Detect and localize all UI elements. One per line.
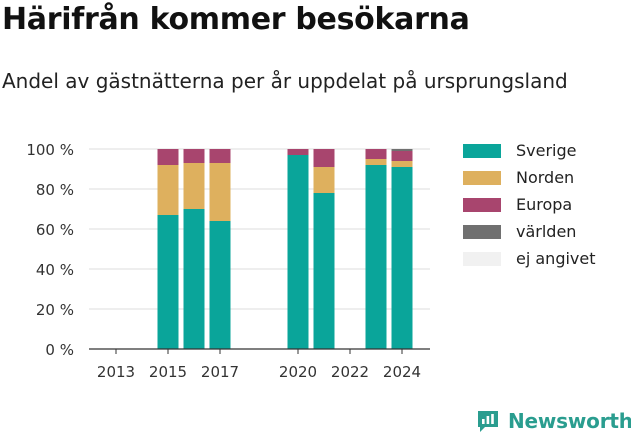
bar-Europa-2017 xyxy=(209,149,231,163)
bar-Europa-2023 xyxy=(365,149,387,159)
x-tick-label: 2013 xyxy=(97,363,135,381)
legend-swatch xyxy=(463,251,501,266)
bar-Europa-2021 xyxy=(313,149,335,167)
brand-name: Newsworthy xyxy=(508,409,631,433)
x-tick-label: 2024 xyxy=(383,363,421,381)
bar-Norden-2023 xyxy=(365,159,387,165)
y-tick-label: 20 % xyxy=(36,301,74,319)
legend-item: Norden xyxy=(463,164,596,191)
legend: Sverige Norden Europa världen ej angivet xyxy=(463,137,596,272)
bar-Norden-2017 xyxy=(209,163,231,221)
legend-item: världen xyxy=(463,218,596,245)
y-tick-label: 0 % xyxy=(45,341,74,359)
legend-swatch xyxy=(463,143,501,158)
bar-Europa-2024 xyxy=(391,151,413,161)
legend-label: Norden xyxy=(516,168,575,187)
legend-item: Sverige xyxy=(463,137,596,164)
bar-Sverige-2015 xyxy=(157,215,179,349)
axes: 0 % 20 % 40 % 60 % 80 % 100 % 2013 2015 2017 2020… xyxy=(26,141,430,381)
bar-Sverige-2020 xyxy=(287,155,309,349)
bar-världen-2024 xyxy=(391,149,413,151)
y-tick-label: 80 % xyxy=(36,181,74,199)
legend-swatch xyxy=(463,197,501,212)
bar-Norden-2021 xyxy=(313,167,335,193)
legend-swatch xyxy=(463,170,501,185)
y-tick-label: 100 % xyxy=(26,141,74,159)
bar-Europa-2015 xyxy=(157,149,179,165)
legend-label: Sverige xyxy=(516,141,577,160)
legend-item: ej angivet xyxy=(463,245,596,272)
legend-item: Europa xyxy=(463,191,596,218)
chart-subtitle: Andel av gästnätterna per år uppdelat på… xyxy=(2,69,568,93)
chart-title: Härifrån kommer besökarna xyxy=(2,2,470,37)
bars xyxy=(157,149,413,349)
bar-Norden-2024 xyxy=(391,161,413,167)
y-tick-label: 60 % xyxy=(36,221,74,239)
bar-Europa-2016 xyxy=(183,149,205,163)
x-tick-label: 2015 xyxy=(149,363,187,381)
bar-Sverige-2024 xyxy=(391,167,413,349)
bar-Sverige-2016 xyxy=(183,209,205,349)
legend-label: ej angivet xyxy=(516,249,596,268)
bar-Sverige-2023 xyxy=(365,165,387,349)
bar-Europa-2020 xyxy=(287,149,309,155)
legend-swatch xyxy=(463,224,501,239)
bar-Norden-2016 xyxy=(183,163,205,209)
x-tick-label: 2020 xyxy=(279,363,317,381)
legend-label: världen xyxy=(516,222,577,241)
bar-Sverige-2021 xyxy=(313,193,335,349)
legend-label: Europa xyxy=(516,195,573,214)
x-tick-label: 2017 xyxy=(201,363,239,381)
y-tick-label: 40 % xyxy=(36,261,74,279)
bar-Norden-2015 xyxy=(157,165,179,215)
newsworthy-logo-icon xyxy=(478,411,498,432)
x-tick-label: 2022 xyxy=(331,363,369,381)
bar-Sverige-2017 xyxy=(209,221,231,349)
brand-logo: Newsworthy xyxy=(475,408,631,434)
